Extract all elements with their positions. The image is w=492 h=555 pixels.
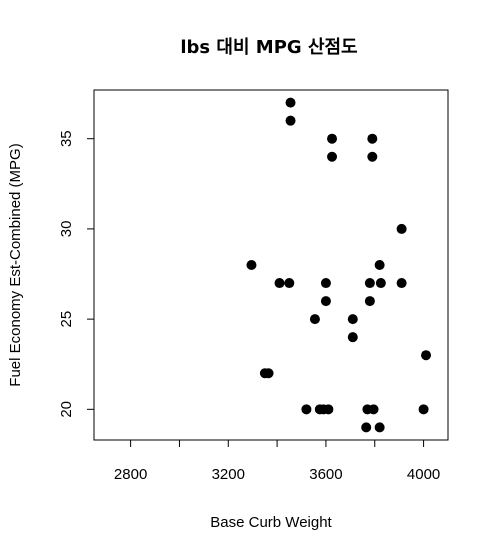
data-point xyxy=(374,422,385,433)
data-point xyxy=(368,404,379,415)
data-point xyxy=(274,278,285,289)
chart-title: lbs 대비 MPG 산점도 xyxy=(180,37,357,58)
data-point xyxy=(285,97,296,108)
data-point xyxy=(418,404,429,415)
data-point xyxy=(301,404,312,415)
data-point xyxy=(361,422,372,433)
y-tick-label: 30 xyxy=(58,221,75,238)
x-tick-label: 2800 xyxy=(114,466,147,483)
data-point xyxy=(320,278,331,289)
data-point xyxy=(309,314,320,325)
data-point xyxy=(347,332,358,343)
x-tick-label: 4000 xyxy=(407,466,440,483)
x-tick-label: 3600 xyxy=(309,466,342,483)
data-point xyxy=(320,296,331,307)
y-axis-label: Fuel Economy Est-Combined (MPG) xyxy=(7,143,24,386)
plot-frame xyxy=(93,89,449,441)
data-point xyxy=(396,278,407,289)
data-point xyxy=(284,278,295,289)
y-axis: 20 25 30 35 xyxy=(58,130,94,418)
data-point xyxy=(421,350,432,361)
data-point xyxy=(367,133,378,144)
x-axis: 2800 3200 3600 4000 xyxy=(114,440,440,483)
x-axis-label: Base Curb Weight xyxy=(210,514,332,531)
y-tick-label: 20 xyxy=(58,401,75,418)
x-tick-label: 3200 xyxy=(212,466,245,483)
data-point xyxy=(246,260,257,270)
data-point xyxy=(367,151,378,162)
y-tick-label: 25 xyxy=(58,311,75,328)
data-point xyxy=(364,278,375,289)
data-point xyxy=(364,296,375,307)
data-point xyxy=(327,151,338,162)
y-tick-label: 35 xyxy=(58,130,75,147)
data-point xyxy=(396,223,407,234)
data-point xyxy=(347,314,358,325)
data-point xyxy=(323,404,334,415)
data-point xyxy=(374,260,385,270)
data-point xyxy=(327,133,338,144)
data-points xyxy=(246,97,432,433)
data-point xyxy=(263,368,274,379)
data-point xyxy=(375,278,386,289)
data-point xyxy=(285,115,296,126)
